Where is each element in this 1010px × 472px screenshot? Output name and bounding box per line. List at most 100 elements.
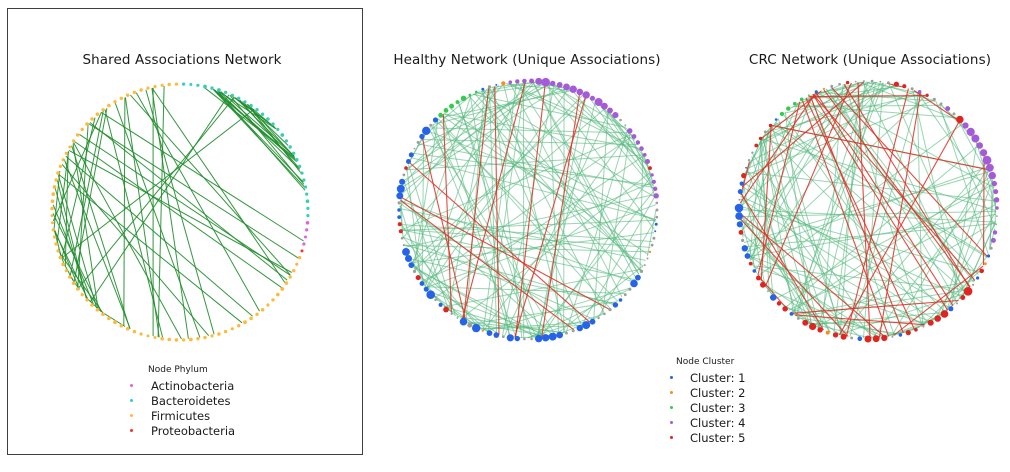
network-edge (61, 108, 255, 259)
network-edge (59, 253, 104, 314)
network-node (991, 180, 997, 187)
network-node (535, 334, 543, 343)
network-edge (431, 125, 517, 338)
network-node (459, 317, 468, 326)
network-node (68, 275, 72, 279)
network-edge (65, 155, 253, 317)
network-node (654, 222, 658, 226)
network-edge (740, 195, 963, 298)
network-node (50, 199, 55, 203)
healthy-network-plot (396, 77, 659, 343)
network-edge (435, 120, 619, 302)
network-node (576, 324, 583, 332)
network-node (832, 332, 839, 338)
network-node (153, 84, 157, 89)
network-node (747, 159, 751, 162)
network-edge (229, 94, 305, 185)
network-edge (757, 275, 789, 311)
network-node (739, 181, 744, 186)
network-edge (403, 83, 549, 182)
network-edge (784, 84, 898, 114)
network-node (443, 306, 449, 313)
cluster-legend-title: Node Cluster (676, 357, 735, 367)
network-node (550, 80, 556, 87)
network-node (972, 283, 975, 286)
network-edge (443, 113, 656, 222)
network-node (56, 171, 60, 175)
network-node (796, 317, 800, 320)
network-node (993, 189, 999, 195)
network-edge (527, 314, 602, 339)
network-node (402, 173, 406, 177)
legend-item-cluster-2: Cluster: 2 (665, 385, 745, 400)
network-node (648, 166, 652, 171)
network-node (467, 322, 473, 328)
network-edge (400, 222, 459, 318)
network-node (891, 335, 894, 338)
network-node (774, 118, 778, 121)
network-node (840, 333, 847, 340)
network-node (71, 281, 76, 285)
network-node (52, 185, 57, 189)
network-node (230, 93, 234, 97)
network-edge (444, 268, 642, 308)
network-edge (878, 93, 921, 338)
network-edge (913, 90, 962, 124)
network-node (51, 228, 55, 232)
network-edge (912, 89, 961, 300)
network-edge (411, 95, 472, 265)
network-node (297, 255, 302, 260)
network-edge (437, 118, 611, 309)
network-node (776, 301, 782, 306)
network-edge (503, 84, 566, 333)
network-edge (839, 82, 860, 335)
network-edge (89, 122, 288, 281)
network-node (738, 230, 744, 235)
network-edge (740, 198, 935, 320)
network-edge (775, 183, 994, 300)
network-edge (749, 82, 853, 260)
network-node (160, 336, 164, 341)
network-node (429, 123, 433, 127)
phylum-legend-title: Node Phylum (148, 365, 208, 375)
network-edge (749, 139, 762, 260)
legend-item-label: Actinobacteria (151, 378, 235, 393)
network-node (594, 98, 603, 106)
network-edge (448, 87, 491, 311)
network-edge (739, 205, 980, 273)
network-node (618, 298, 623, 302)
network-node (607, 107, 613, 114)
network-node (468, 93, 472, 97)
network-node (966, 127, 975, 136)
network-edge (752, 130, 769, 267)
network-edge (940, 104, 966, 128)
network-node (76, 287, 80, 291)
bacteroidetes-swatch-icon (130, 399, 133, 402)
network-node (980, 149, 988, 157)
network-node (153, 336, 157, 339)
network-edge (72, 143, 99, 310)
network-node (203, 335, 207, 340)
network-edge (52, 213, 102, 313)
network-edge (88, 123, 299, 259)
network-edge (472, 93, 626, 128)
network-node (782, 306, 788, 312)
network-edge (231, 95, 275, 128)
network-node (655, 208, 659, 212)
network-node (303, 185, 308, 189)
network-node (396, 192, 404, 200)
network-edge (816, 221, 996, 328)
network-edge (514, 95, 587, 338)
crc-network-title: CRC Network (Unique Associations) (748, 52, 992, 68)
network-node (902, 84, 907, 89)
network-edge (643, 156, 652, 177)
network-node (758, 136, 763, 141)
network-edge (760, 126, 772, 281)
legend-item-label: Proteobacteria (151, 423, 236, 438)
network-edge (857, 82, 871, 339)
network-node (404, 166, 408, 170)
network-edge (812, 94, 949, 311)
network-node (754, 143, 759, 148)
network-edge (955, 117, 995, 186)
